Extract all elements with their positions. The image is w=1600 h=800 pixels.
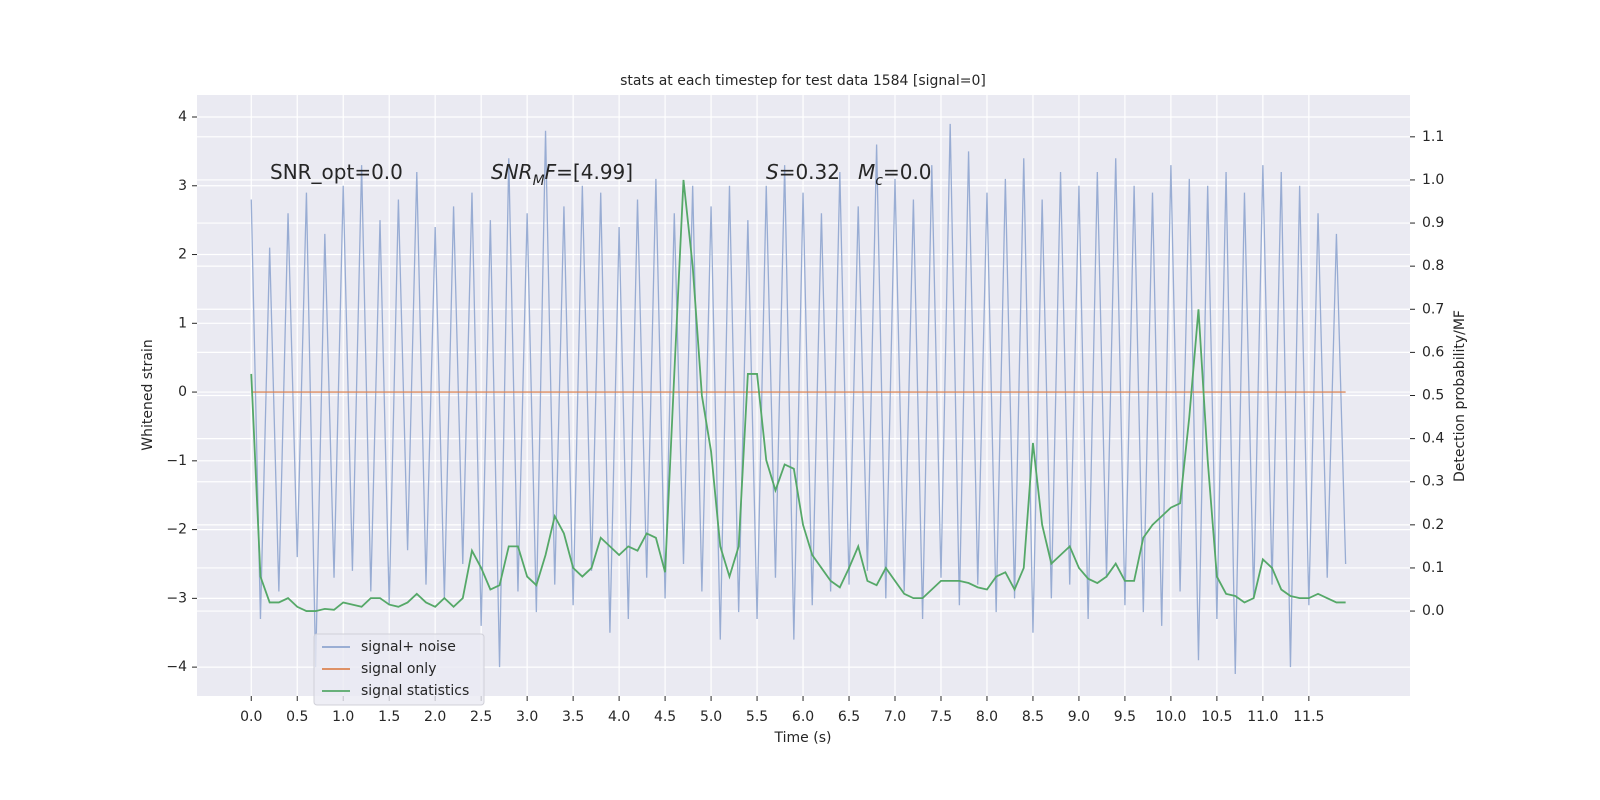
x-tick-label: 3.0 <box>516 709 538 725</box>
y2-tick-label: 0.0 <box>1422 603 1444 619</box>
annotation-part: =[4.99] <box>556 160 633 184</box>
series-line <box>250 179 1346 612</box>
x-tick-label: 0.0 <box>240 709 262 725</box>
y-tick-label: 3 <box>178 178 187 194</box>
annotation-part: c <box>875 173 883 189</box>
annotation-part: S <box>766 160 779 184</box>
y-tick-label: 2 <box>178 247 187 263</box>
annotation-part: SNR <box>491 160 533 184</box>
y2-tick-label: 1.0 <box>1422 172 1444 188</box>
annotation-part: F <box>545 160 557 184</box>
annotation: SNRMF=[4.99] <box>491 160 633 190</box>
annotation: Mc=0.0 <box>858 160 932 190</box>
y2-tick-label: 1.1 <box>1422 129 1444 145</box>
y-tick-label: 4 <box>178 109 187 125</box>
annotation-part: SNR_opt=0.0 <box>270 160 403 184</box>
x-tick-label: 2.5 <box>470 709 492 725</box>
legend-label: signal only <box>361 661 436 677</box>
y-tick-label: −1 <box>166 453 187 469</box>
x-tick-label: 9.5 <box>1114 709 1136 725</box>
annotation: S=0.32 <box>766 160 840 184</box>
x-tick-label: 6.0 <box>792 709 814 725</box>
annotation-part: =0.0 <box>883 160 932 184</box>
y-tick-label: 1 <box>178 315 187 331</box>
y2-tick-label: 0.1 <box>1422 560 1444 576</box>
x-tick-label: 4.0 <box>608 709 630 725</box>
y-tick-label: 0 <box>178 384 187 400</box>
series-line <box>250 123 1347 675</box>
x-axis-label: Time (s) <box>774 730 832 746</box>
x-tick-label: 7.0 <box>884 709 906 725</box>
x-tick-label: 10.5 <box>1201 709 1232 725</box>
y-tick-label: −4 <box>166 659 187 675</box>
x-tick-label: 0.5 <box>286 709 308 725</box>
y2-axis-label: Detection probability/MF <box>1452 310 1468 482</box>
y2-tick-label: 0.3 <box>1422 474 1444 490</box>
legend-label: signal statistics <box>361 683 469 699</box>
annotation-part: M <box>533 173 545 189</box>
x-tick-label: 3.5 <box>562 709 584 725</box>
x-tick-label: 8.0 <box>976 709 998 725</box>
x-tick-label: 1.0 <box>332 709 354 725</box>
x-tick-label: 4.5 <box>654 709 676 725</box>
y2-tick-label: 0.5 <box>1422 388 1444 404</box>
y2-tick-label: 0.6 <box>1422 344 1444 360</box>
y-tick-label: −2 <box>166 522 187 538</box>
annotation-part: =0.32 <box>779 160 840 184</box>
annotation: SNR_opt=0.0 <box>270 160 403 184</box>
x-tick-label: 6.5 <box>838 709 860 725</box>
y2-tick-label: 0.4 <box>1422 431 1444 447</box>
y-tick-label: −3 <box>166 590 187 606</box>
x-tick-label: 2.0 <box>424 709 446 725</box>
legend-box <box>313 633 485 706</box>
x-tick-label: 7.5 <box>930 709 952 725</box>
legend-label: signal+ noise <box>361 639 456 655</box>
x-tick-label: 8.5 <box>1022 709 1044 725</box>
annotation-part: M <box>858 160 875 184</box>
y2-tick-label: 0.7 <box>1422 301 1444 317</box>
x-tick-label: 10.0 <box>1155 709 1186 725</box>
chart-title: stats at each timestep for test data 158… <box>620 73 986 89</box>
y-axis-label: Whitened strain <box>140 339 156 450</box>
y2-tick-label: 0.9 <box>1422 215 1444 231</box>
x-tick-label: 5.5 <box>746 709 768 725</box>
x-tick-label: 5.0 <box>700 709 722 725</box>
x-tick-label: 9.0 <box>1068 709 1090 725</box>
x-tick-label: 11.5 <box>1293 709 1324 725</box>
y2-tick-label: 0.2 <box>1422 517 1444 533</box>
x-tick-label: 11.0 <box>1247 709 1278 725</box>
y2-tick-label: 0.8 <box>1422 258 1444 274</box>
x-tick-label: 1.5 <box>378 709 400 725</box>
